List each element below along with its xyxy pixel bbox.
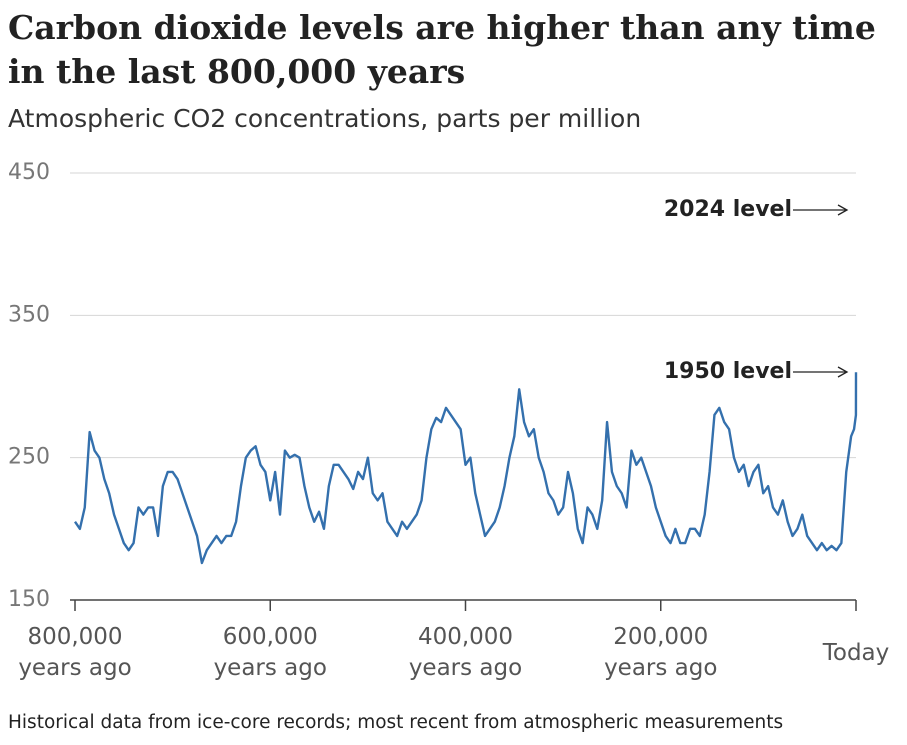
x-tick-label: 800,000 years ago xyxy=(18,624,132,681)
y-tick-label: 350 xyxy=(8,302,50,327)
annotation: 2024 level xyxy=(664,197,792,222)
x-tick-label: 600,000 years ago xyxy=(213,624,327,681)
y-tick-label-bg xyxy=(6,443,64,472)
x-tick-label: Today xyxy=(822,639,890,666)
y-tick-label-bg xyxy=(6,586,64,614)
data-line xyxy=(74,372,858,565)
chart-subtitle: Atmospheric CO2 concentrations, parts pe… xyxy=(8,104,642,133)
footnote: Historical data from ice-core records; m… xyxy=(8,712,784,733)
y-tick-label-bg xyxy=(6,301,64,330)
y-tick-label: 150 xyxy=(8,587,50,612)
annotation-arrowhead xyxy=(837,204,849,216)
x-tick-label: 200,000 years ago xyxy=(604,624,718,681)
x-tick-label: 400,000 years ago xyxy=(408,624,523,681)
y-tick-label: 450 xyxy=(8,160,50,185)
y-tick-label: 250 xyxy=(8,445,50,470)
annotation-arrowhead xyxy=(837,366,849,378)
annotation: 1950 level xyxy=(664,359,792,384)
y-tick-label-bg xyxy=(6,159,64,187)
chart-title: Carbon dioxide levels are higher than an… xyxy=(8,8,876,91)
